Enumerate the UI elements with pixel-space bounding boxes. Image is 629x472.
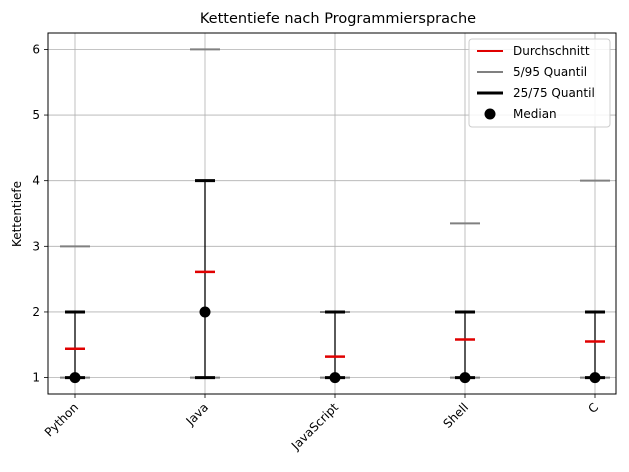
y-tick-label: 6 (32, 42, 40, 56)
x-tick-label: Shell (441, 400, 472, 431)
y-tick-label: 4 (32, 174, 40, 188)
chart-title: Kettentiefe nach Programmiersprache (200, 11, 476, 27)
median-marker (69, 372, 81, 384)
legend-label: Median (513, 107, 557, 121)
median-marker (459, 372, 471, 384)
plot-area (60, 48, 610, 384)
median-marker (329, 372, 341, 384)
legend-box (468, 38, 611, 128)
x-tick-label: Java (183, 400, 212, 429)
median-marker (199, 306, 211, 318)
median-marker (589, 372, 601, 384)
x-tick-label: Python (42, 400, 81, 439)
y-axis-label: Kettentiefe (10, 181, 24, 247)
legend-label: 5/95 Quantil (513, 65, 587, 79)
y-tick-label: 3 (32, 239, 40, 253)
x-tick-label: C (585, 400, 601, 416)
x-tick-label: JavaScript (288, 400, 341, 453)
legend: Durchschnitt 5/95 Quantil 25/75 Quantil Med… (468, 38, 611, 128)
y-tick-label: 5 (32, 108, 40, 122)
y-tick-label: 1 (32, 371, 40, 385)
legend-label: Durchschnitt (513, 44, 590, 58)
y-tick-label: 2 (32, 305, 40, 319)
legend-label: 25/75 Quantil (513, 86, 595, 100)
legend-swatch (484, 108, 496, 120)
axes-frame (47, 32, 617, 395)
